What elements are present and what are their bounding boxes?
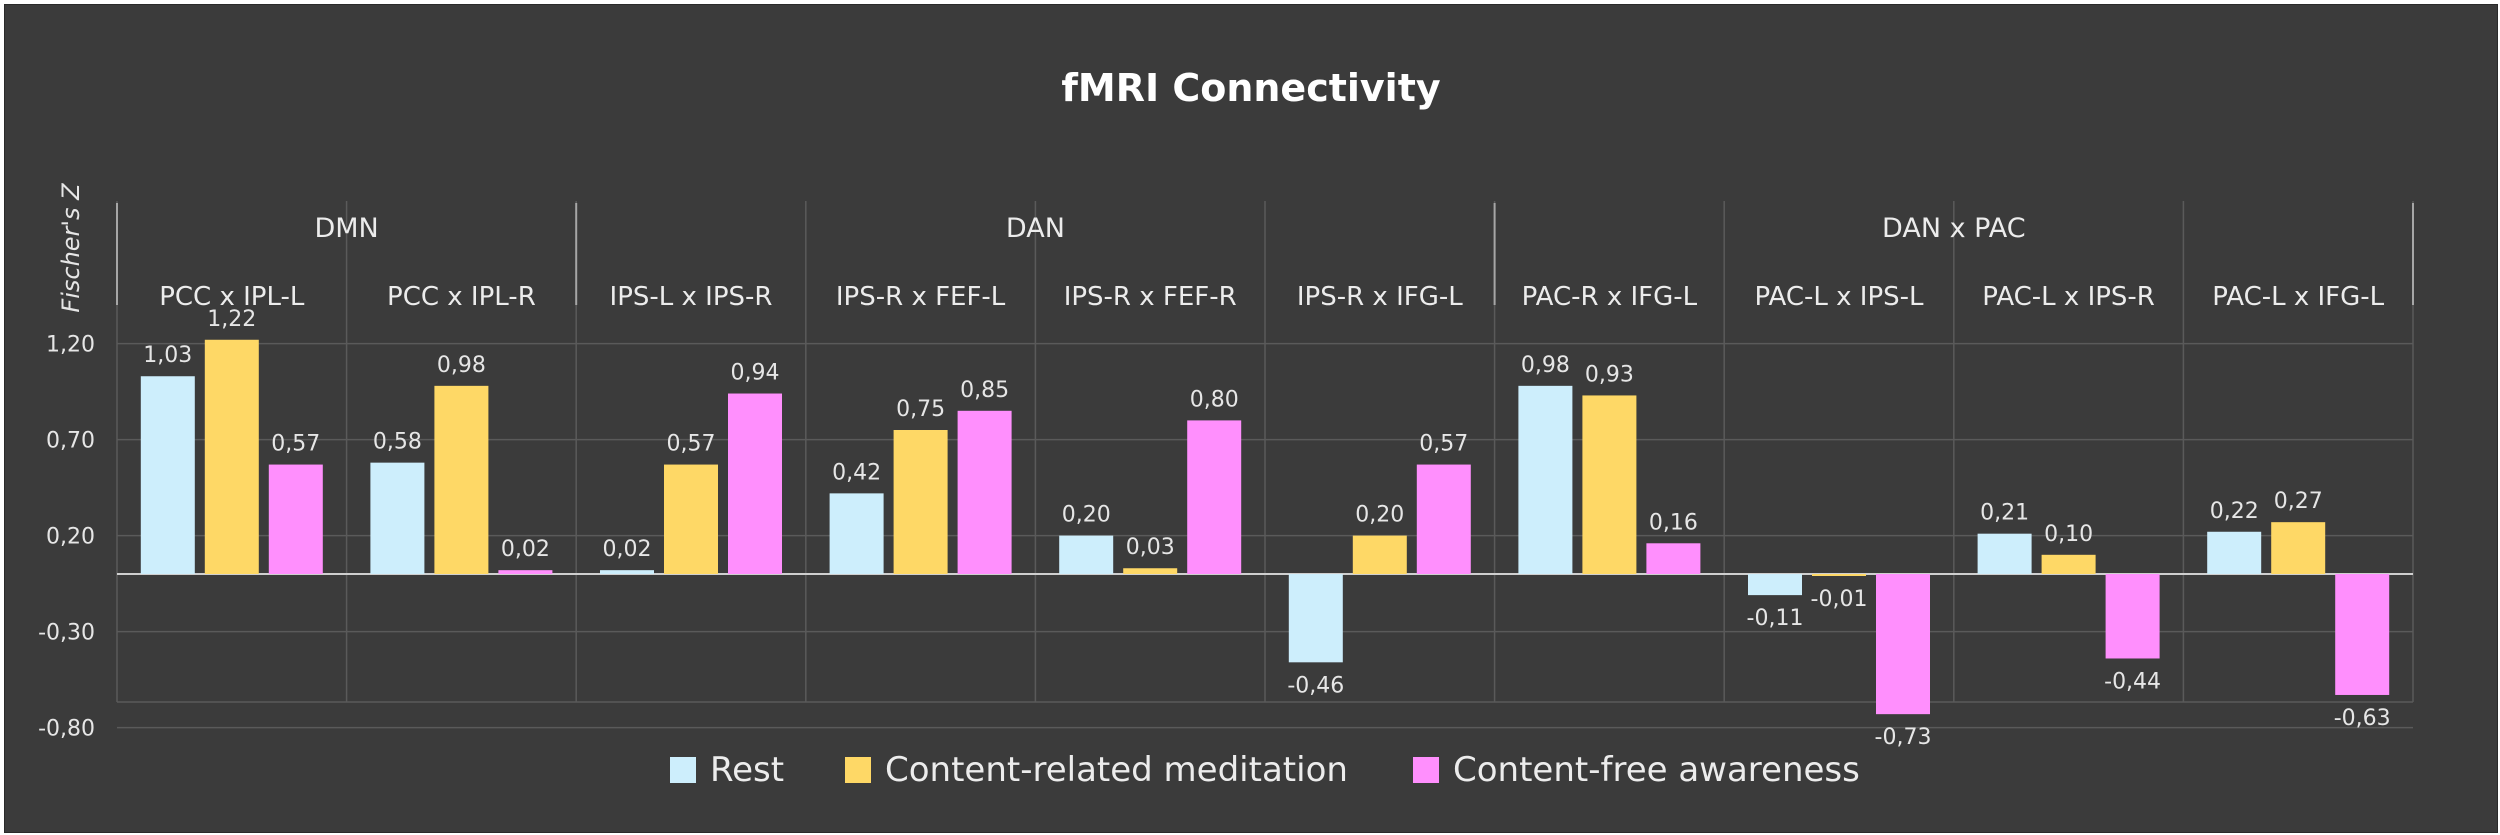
bar xyxy=(957,410,1012,574)
data-label: 1,03 xyxy=(143,343,192,368)
bar xyxy=(2105,574,2160,659)
bar xyxy=(600,570,654,574)
bar xyxy=(1288,574,1343,663)
bar xyxy=(893,430,948,574)
bar xyxy=(1812,574,1866,576)
category-label: PCC x IPL-L xyxy=(159,282,305,312)
bar xyxy=(1187,420,1242,574)
bar xyxy=(664,464,718,574)
data-label: 0,75 xyxy=(896,397,945,422)
bar xyxy=(1416,464,1471,574)
category-label: IPS-L x IPS-R xyxy=(610,282,773,312)
data-label: -0,44 xyxy=(2104,669,2161,694)
category-label: PAC-L x IPS-R xyxy=(1982,282,2155,312)
legend-label: Content-related meditation xyxy=(885,750,1348,790)
data-label: 0,02 xyxy=(501,537,550,562)
data-label: -0,46 xyxy=(1287,673,1344,698)
legend-swatch xyxy=(670,757,696,783)
bar xyxy=(434,385,489,574)
data-label: 0,85 xyxy=(960,378,1009,403)
data-label: 0,20 xyxy=(1062,503,1111,528)
data-label: 0,94 xyxy=(731,361,780,386)
y-tick-label: 0,20 xyxy=(46,525,95,550)
legend: Rest Content-related meditation Content-fr… xyxy=(670,750,1860,790)
bar xyxy=(1582,395,1637,574)
data-label: 0,21 xyxy=(1980,501,2029,526)
data-label: 0,58 xyxy=(373,430,422,455)
data-label: 0,57 xyxy=(667,432,716,457)
data-label: 0,57 xyxy=(271,432,320,457)
bar xyxy=(2041,554,2096,574)
category-header: DMN DAN DAN x PAC PCC x IPL-L PCC x IPL-R IPS… xyxy=(116,203,2414,312)
data-label: 0,57 xyxy=(1419,432,1468,457)
data-label: 0,27 xyxy=(2274,489,2323,514)
data-label: 0,80 xyxy=(1190,387,1239,412)
legend-swatch xyxy=(845,757,871,783)
bar xyxy=(1059,535,1114,574)
y-tick-labels: -0,80 -0,30 0,20 0,70 1,20 xyxy=(38,333,95,742)
category-label: IPS-R x FEF-R xyxy=(1064,282,1237,312)
category-label: PCC x IPL-R xyxy=(387,282,536,312)
data-label: 0,98 xyxy=(1521,353,1570,378)
y-tick-label: 0,70 xyxy=(46,429,95,454)
legend-swatch xyxy=(1413,757,1439,783)
bar xyxy=(2271,522,2326,574)
data-label: -0,63 xyxy=(2334,706,2391,731)
bar xyxy=(268,464,323,574)
legend-label: Content-free awareness xyxy=(1453,750,1860,790)
bar xyxy=(1876,574,1930,715)
bar xyxy=(204,339,259,574)
bar xyxy=(1977,533,2032,574)
data-label: -0,11 xyxy=(1747,606,1804,631)
bar xyxy=(728,393,782,574)
category-label: PAC-L x IFG-L xyxy=(2212,282,2384,312)
bar xyxy=(1518,385,1573,574)
chart-title: fMRI Connectivity xyxy=(1061,66,1441,110)
data-label: 0,03 xyxy=(1126,535,1175,560)
grid-layer xyxy=(116,201,2414,729)
data-label: 0,10 xyxy=(2044,522,2093,547)
data-label: 0,93 xyxy=(1585,362,1634,387)
bar xyxy=(2207,531,2262,574)
data-label: -0,01 xyxy=(1811,587,1868,612)
y-tick-label: 1,20 xyxy=(46,333,95,358)
bar xyxy=(140,376,195,574)
bars-layer xyxy=(140,339,2390,715)
y-axis-label: Fischer's Z xyxy=(57,183,85,313)
bar xyxy=(1748,574,1802,596)
legend-label: Rest xyxy=(710,750,784,790)
chart-frame: fMRI Connectivity Fischer's Z DMN DAN DAN … xyxy=(4,4,2498,833)
data-label: 0,98 xyxy=(437,353,486,378)
category-label: IPS-R x FEF-L xyxy=(836,282,1006,312)
bar xyxy=(829,493,884,574)
data-label: 0,16 xyxy=(1649,510,1698,535)
group-label: DMN xyxy=(314,213,378,244)
category-label: PAC-R x IFG-L xyxy=(1522,282,1698,312)
bar xyxy=(2335,574,2390,695)
bar xyxy=(1123,568,1178,574)
data-label: -0,73 xyxy=(1875,725,1932,750)
data-label: 0,20 xyxy=(1355,503,1404,528)
bar xyxy=(1646,543,1701,574)
group-label: DAN x PAC xyxy=(1882,213,2026,244)
data-labels-layer: 1,03 0,58 0,02 0,42 0,20 -0,46 0,98 -0,11 0,21 0,… xyxy=(143,307,2390,750)
bar xyxy=(498,570,553,574)
data-label: 0,02 xyxy=(603,537,652,562)
data-label: 1,22 xyxy=(207,307,256,332)
chart-svg: fMRI Connectivity Fischer's Z DMN DAN DAN … xyxy=(38,66,2414,790)
y-tick-label: -0,80 xyxy=(38,717,95,742)
data-label: 0,42 xyxy=(832,460,881,485)
category-label: PAC-L x IPS-L xyxy=(1755,282,1925,312)
data-label: 0,22 xyxy=(2210,499,2259,524)
group-label: DAN xyxy=(1006,213,1065,244)
y-tick-label: -0,30 xyxy=(38,621,95,646)
bar xyxy=(370,462,425,574)
bar xyxy=(1352,535,1407,574)
category-label: IPS-R x IFG-L xyxy=(1297,282,1463,312)
